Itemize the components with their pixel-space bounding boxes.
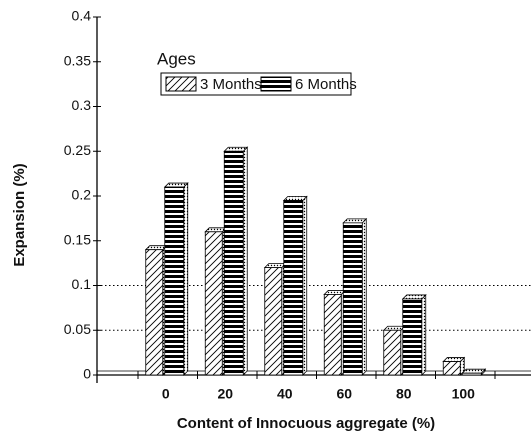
- bar: [223, 146, 249, 376]
- legend-title: Ages: [157, 49, 196, 68]
- bar-top: [401, 294, 427, 300]
- bar-front: [204, 231, 223, 376]
- bar-top: [461, 368, 487, 374]
- bar-front: [145, 249, 164, 376]
- bar-front: [383, 329, 402, 376]
- bar-front: [442, 361, 461, 376]
- bar-top: [282, 196, 308, 201]
- bar-front: [223, 150, 244, 376]
- bar: [442, 356, 466, 376]
- bar: [163, 182, 189, 376]
- legend-label: 6 Months: [295, 76, 357, 93]
- bar-front: [342, 222, 363, 376]
- y-tick-label: 0.05: [64, 321, 91, 337]
- y-tick-label: 0.25: [64, 142, 91, 158]
- y-tick-label: 0: [83, 366, 91, 382]
- bar-top: [144, 245, 168, 251]
- y-tick-label: 0.2: [72, 187, 92, 203]
- bar: [401, 293, 427, 376]
- legend-box: [160, 72, 352, 96]
- bar-front: [283, 200, 304, 376]
- legend-label: 3 Months: [200, 76, 262, 93]
- x-tick-label: 60: [336, 386, 352, 402]
- x-tick-label: 80: [396, 386, 412, 402]
- y-tick-label: 0.4: [72, 8, 92, 24]
- bar-top: [163, 182, 189, 188]
- legend-swatch: [260, 76, 292, 92]
- x-tick-label: 40: [277, 386, 293, 402]
- bar-side: [183, 182, 189, 376]
- x-axis-label: Content of Innocuous aggregate (%): [177, 415, 435, 432]
- bar-side: [302, 195, 308, 376]
- bar-top: [204, 227, 228, 233]
- bar-top: [442, 357, 466, 362]
- y-tick-label: 0.3: [72, 97, 92, 113]
- bar: [144, 244, 168, 376]
- bar: [342, 217, 368, 376]
- bar-front: [264, 267, 283, 376]
- bar-side: [361, 217, 367, 376]
- bar-top: [263, 263, 287, 269]
- y-axis-label: Expansion (%): [11, 163, 28, 266]
- y-tick-label: 0.35: [64, 52, 91, 68]
- bar-front: [323, 294, 342, 376]
- bar-front: [402, 298, 423, 376]
- y-tick-label: 0.1: [72, 276, 92, 292]
- bar-top: [382, 325, 406, 331]
- x-tick-label: 100: [452, 386, 476, 402]
- bar: [263, 262, 287, 376]
- bar-side: [421, 293, 427, 376]
- bar: [461, 368, 487, 376]
- legend-swatch: [165, 76, 197, 92]
- bar: [323, 289, 347, 376]
- bar: [204, 226, 228, 376]
- bar-top: [223, 146, 249, 152]
- x-tick-label: 20: [217, 386, 233, 402]
- bar: [382, 325, 406, 376]
- bar: [282, 195, 308, 376]
- bar-front: [461, 372, 482, 376]
- bar-front: [164, 186, 185, 376]
- bar-top: [323, 290, 347, 295]
- y-tick-label: 0.15: [64, 231, 91, 247]
- bar-side: [242, 146, 248, 376]
- bar-top: [342, 218, 368, 224]
- x-tick-label: 0: [162, 386, 170, 402]
